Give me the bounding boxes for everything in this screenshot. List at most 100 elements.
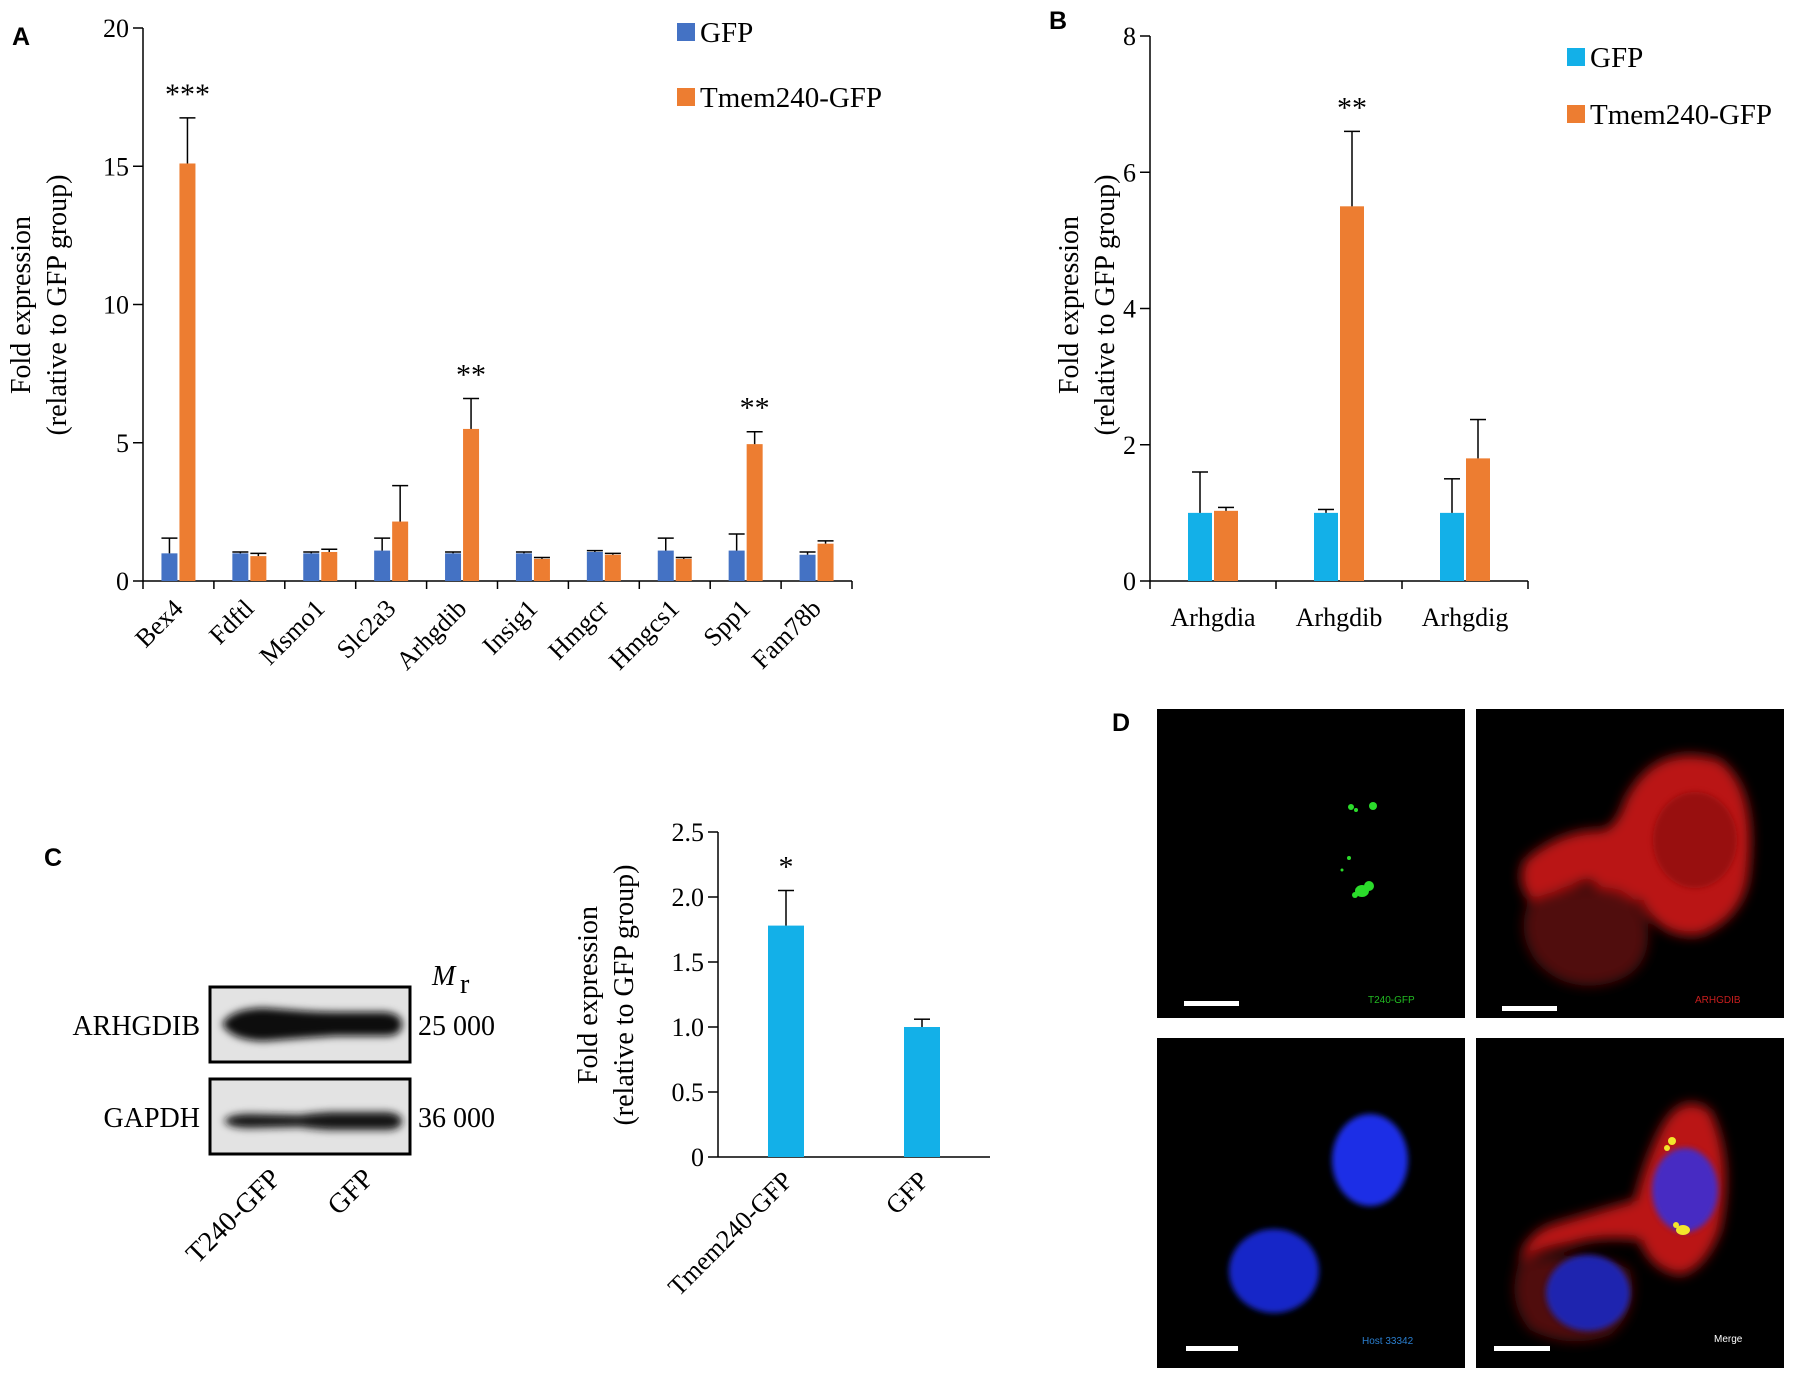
bar-b-arhgdig-gfp — [1440, 512, 1464, 581]
y-axis-label-c: (relative to GFP group) — [609, 864, 640, 1125]
scale-bar — [1494, 1346, 1550, 1351]
y-tick-label-c: 1.5 — [672, 948, 705, 977]
micrograph-grid: T240-GFP ARHGDIB Host 33342 — [1157, 709, 1784, 1368]
bar-c-tmem240-gfp-s0 — [768, 925, 804, 1157]
blot-mass-arhgdib: 25 000 — [418, 1011, 495, 1042]
x-tick-label-a-spp1: Spp1 — [698, 594, 756, 652]
bar-a-spp1-gfp — [728, 550, 745, 581]
micrograph-t240-gfp: T240-GFP — [1157, 709, 1465, 1018]
bar-a-arhgdib-gfp — [445, 553, 462, 581]
bar-a-fdftl-gfp — [232, 553, 249, 581]
micrograph-label-t240-gfp: T240-GFP — [1368, 995, 1415, 1006]
panel-letter-d: D — [1112, 709, 1130, 737]
scale-bar — [1184, 1001, 1239, 1006]
y-axis-label-a: Fold expression — [6, 216, 37, 394]
scale-bar — [1502, 1006, 1557, 1011]
y-tick-label-c: 0.5 — [672, 1078, 705, 1107]
significance-a-spp1: ** — [740, 392, 770, 425]
y-tick-label-b: 8 — [1123, 22, 1136, 51]
significance-b-arhgdib: ** — [1337, 91, 1367, 124]
bar-a-arhgdib-tmem240-gfp — [463, 428, 480, 581]
blot-label-arhgdib: ARHGDIB — [72, 1011, 200, 1042]
blot-label-gapdh: GAPDH — [104, 1103, 200, 1134]
x-tick-label-c-gfp: GFP — [880, 1166, 934, 1220]
x-tick-label-a-bex4: Bex4 — [129, 594, 188, 653]
micrograph-label-arhgdib: ARHGDIB — [1695, 995, 1741, 1006]
chart-panel-a: 0 5 10 15 20 Fold expression (relative to GFP … — [6, 14, 882, 676]
significance-a-arhgdib: ** — [456, 359, 486, 392]
blot-mass-gapdh: 36 000 — [418, 1103, 495, 1134]
panel-letter-c: C — [44, 844, 62, 872]
scale-bar — [1186, 1346, 1238, 1351]
y-tick-label-c: 2.5 — [672, 818, 705, 847]
x-tick-label-a-fam78b: Fam78b — [746, 594, 827, 675]
y-tick-label-c: 2.0 — [672, 883, 705, 912]
y-tick-label-a: 10 — [103, 291, 129, 320]
legend-swatch-a-gfp — [677, 23, 695, 41]
micrograph-label-host-33342: Host 33342 — [1362, 1336, 1414, 1347]
bar-a-fam78b-tmem240-gfp — [817, 543, 834, 581]
bar-a-slc2a3-tmem240-gfp — [392, 521, 409, 581]
gfp-puncta — [1340, 802, 1377, 898]
y-tick-label-c: 0 — [691, 1143, 704, 1172]
bar-a-fdftl-tmem240-gfp — [250, 556, 267, 581]
legend-label-b-gfp: GFP — [1590, 42, 1643, 74]
blot-lane-t240-gfp: T240-GFP — [180, 1163, 287, 1270]
bar-c-gfp-s0 — [904, 1027, 940, 1157]
y-tick-label-b: 4 — [1123, 295, 1136, 324]
legend-label-b-tmem240-gfp: Tmem240-GFP — [1590, 99, 1772, 131]
bar-b-arhgdig-tmem240-gfp — [1466, 458, 1490, 581]
y-axis-label-a: (relative to GFP group) — [42, 174, 73, 435]
bar-a-spp1-tmem240-gfp — [746, 444, 763, 581]
bar-a-bex4-gfp — [161, 553, 178, 581]
bar-a-bex4-tmem240-gfp — [179, 163, 196, 582]
blot-mr-subscript: r — [460, 969, 470, 1000]
panel-letter-b: B — [1049, 7, 1067, 35]
western-blot: ARHGDIB GAPDH 25 000 36 000 M r T240-GFP… — [72, 961, 495, 1270]
significance-a-bex4: *** — [165, 78, 210, 111]
blot-lane-gfp: GFP — [322, 1163, 380, 1221]
chart-panel-b: 0 2 4 6 8 Fold expression (relative to GFP gro… — [1054, 22, 1772, 632]
panel-letter-a: A — [12, 23, 30, 51]
bar-a-hmgcs1-tmem240-gfp — [675, 558, 692, 581]
significance-c-tmem240-gfp: * — [779, 851, 794, 884]
legend-label-a-gfp: GFP — [700, 17, 753, 49]
bar-b-arhgdia-gfp — [1188, 512, 1212, 581]
bar-a-insig1-tmem240-gfp — [533, 558, 550, 581]
blot-bands-arhgdib — [222, 1008, 402, 1041]
x-tick-label-c-tmem240-gfp: Tmem240-GFP — [662, 1166, 798, 1302]
y-tick-label-a: 20 — [103, 14, 129, 43]
y-tick-label-b: 0 — [1123, 567, 1136, 596]
bar-a-hmgcs1-gfp — [657, 550, 674, 581]
x-tick-label-a-hmgcs1: Hmgcs1 — [603, 594, 685, 676]
bar-a-msmo1-tmem240-gfp — [321, 551, 338, 581]
y-axis-label-b: (relative to GFP group) — [1090, 174, 1121, 435]
y-tick-label-b: 6 — [1123, 158, 1136, 187]
bar-a-insig1-gfp — [515, 553, 532, 581]
blot-bands-gapdh — [224, 1112, 402, 1130]
bar-b-arhgdib-gfp — [1314, 512, 1338, 581]
micrograph-host-33342: Host 33342 — [1157, 1038, 1465, 1368]
x-tick-label-a-fdftl: Fdftl — [203, 594, 259, 650]
blot-mr-label: M — [431, 961, 457, 992]
y-axis-label-b: Fold expression — [1054, 216, 1085, 394]
legend-swatch-a-tmem240-gfp — [677, 88, 695, 106]
x-tick-label-b-arhgdia: Arhgdia — [1170, 603, 1256, 632]
x-tick-label-a-insig1: Insig1 — [477, 594, 543, 660]
bar-a-msmo1-gfp — [303, 553, 320, 581]
legend-swatch-b-gfp — [1567, 48, 1585, 66]
y-tick-label-a: 5 — [116, 429, 129, 458]
bar-a-fam78b-gfp — [799, 554, 816, 581]
micrograph-label-merge: Merge — [1714, 1334, 1743, 1345]
micrograph-merge: Merge — [1476, 1038, 1784, 1368]
y-tick-label-c: 1.0 — [672, 1013, 705, 1042]
chart-panel-c: 0 0.5 1.0 1.5 2.0 2.5 Fold expression (relative… — [573, 818, 990, 1302]
legend-label-a-tmem240-gfp: Tmem240-GFP — [700, 82, 882, 114]
bar-a-hmgcr-tmem240-gfp — [604, 554, 621, 581]
y-tick-label-b: 2 — [1123, 431, 1136, 460]
y-tick-label-a: 15 — [103, 152, 129, 181]
y-axis-label-c: Fold expression — [573, 906, 604, 1084]
bar-b-arhgdib-tmem240-gfp — [1340, 206, 1364, 581]
x-tick-label-b-arhgdib: Arhgdib — [1296, 603, 1383, 632]
